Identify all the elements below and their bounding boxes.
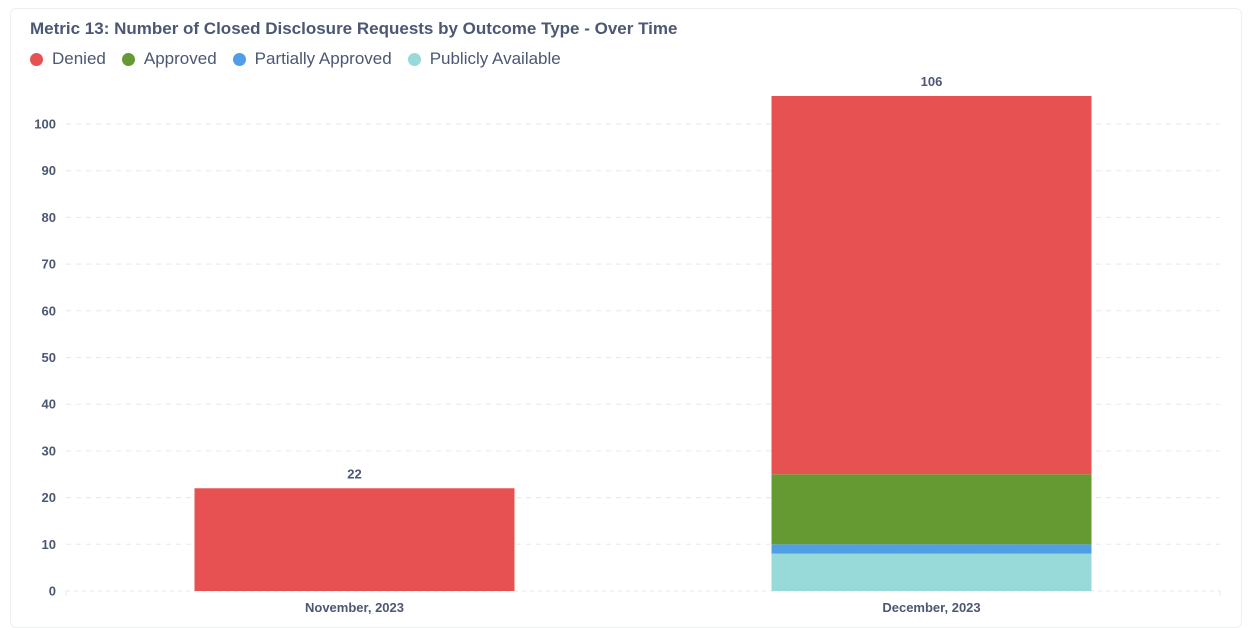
y-tick-label: 80 — [42, 210, 56, 225]
y-tick-label: 10 — [42, 537, 56, 552]
bar-segment-denied — [771, 95, 1092, 475]
legend-item-publicly-available[interactable]: Publicly Available — [407, 49, 561, 69]
bar-segment-denied — [194, 488, 515, 591]
bar-segment-approved — [771, 474, 1092, 545]
x-tick-label: November, 2023 — [305, 600, 404, 615]
chart-title: Metric 13: Number of Closed Disclosure R… — [30, 19, 678, 38]
legend-label-approved: Approved — [143, 49, 217, 68]
x-tick-label: December, 2023 — [882, 600, 980, 615]
y-tick-label: 0 — [49, 584, 56, 599]
legend-dot-publicly-available — [407, 52, 421, 66]
legend-label-partially-approved: Partially Approved — [254, 49, 392, 68]
bar-total-label: 106 — [921, 74, 943, 89]
bar-segment-partially-approved — [771, 544, 1092, 554]
y-tick-label: 90 — [42, 163, 56, 178]
bar-segment-publicly-available — [771, 553, 1092, 591]
legend-label-publicly-available: Publicly Available — [429, 49, 561, 68]
chart-legend: Denied Approved Partially Approved Publi… — [30, 49, 561, 69]
y-tick-label: 70 — [42, 257, 56, 272]
y-tick-label: 40 — [42, 397, 56, 412]
y-tick-label: 30 — [42, 443, 56, 458]
legend-dot-partially-approved — [232, 52, 246, 66]
legend-item-denied[interactable]: Denied — [30, 49, 106, 69]
y-tick-label: 60 — [42, 303, 56, 318]
legend-dot-approved — [121, 52, 135, 66]
legend-dot-denied — [30, 52, 43, 66]
legend-item-partially-approved[interactable]: Partially Approved — [232, 49, 392, 69]
bar-total-label: 22 — [347, 466, 361, 481]
y-tick-label: 100 — [34, 117, 56, 132]
legend-label-denied: Denied — [52, 49, 106, 68]
legend-item-approved[interactable]: Approved — [121, 49, 217, 69]
y-tick-label: 20 — [42, 490, 56, 505]
y-tick-label: 50 — [42, 350, 56, 365]
